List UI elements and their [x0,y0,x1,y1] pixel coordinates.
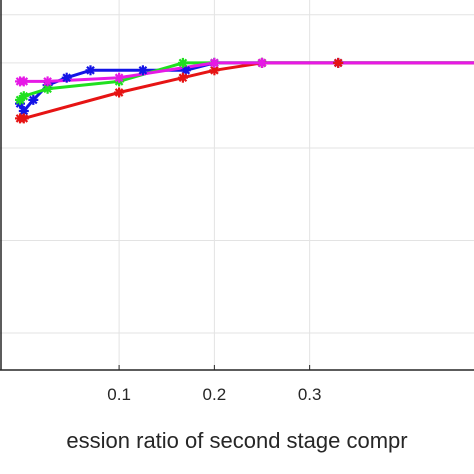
series-1-marker [18,91,29,102]
series-0-marker [137,65,148,76]
series-0-marker [85,65,96,76]
x-axis-label: ession ratio of second stage compr [66,428,407,453]
series-3-marker [42,76,53,87]
series-3-marker [114,72,125,83]
series-3-marker [209,57,220,68]
series-3-marker [18,76,29,87]
series-2-marker [18,113,29,124]
series-0-marker [28,94,39,105]
series-2-marker [177,72,188,83]
grid [0,0,474,370]
series-2-marker [114,87,125,98]
series-1-marker [177,57,188,68]
x-tick-label-0: 0.1 [107,385,131,404]
x-tick-label-1: 0.2 [203,385,227,404]
x-tick-labels: 0.1 0.2 0.3 [107,385,321,404]
series-3-marker [257,57,267,68]
series-2-marker [333,57,344,68]
x-tick-label-2: 0.3 [298,385,322,404]
series-markers [15,57,344,124]
series-0-marker [61,72,72,83]
axes [0,0,474,371]
